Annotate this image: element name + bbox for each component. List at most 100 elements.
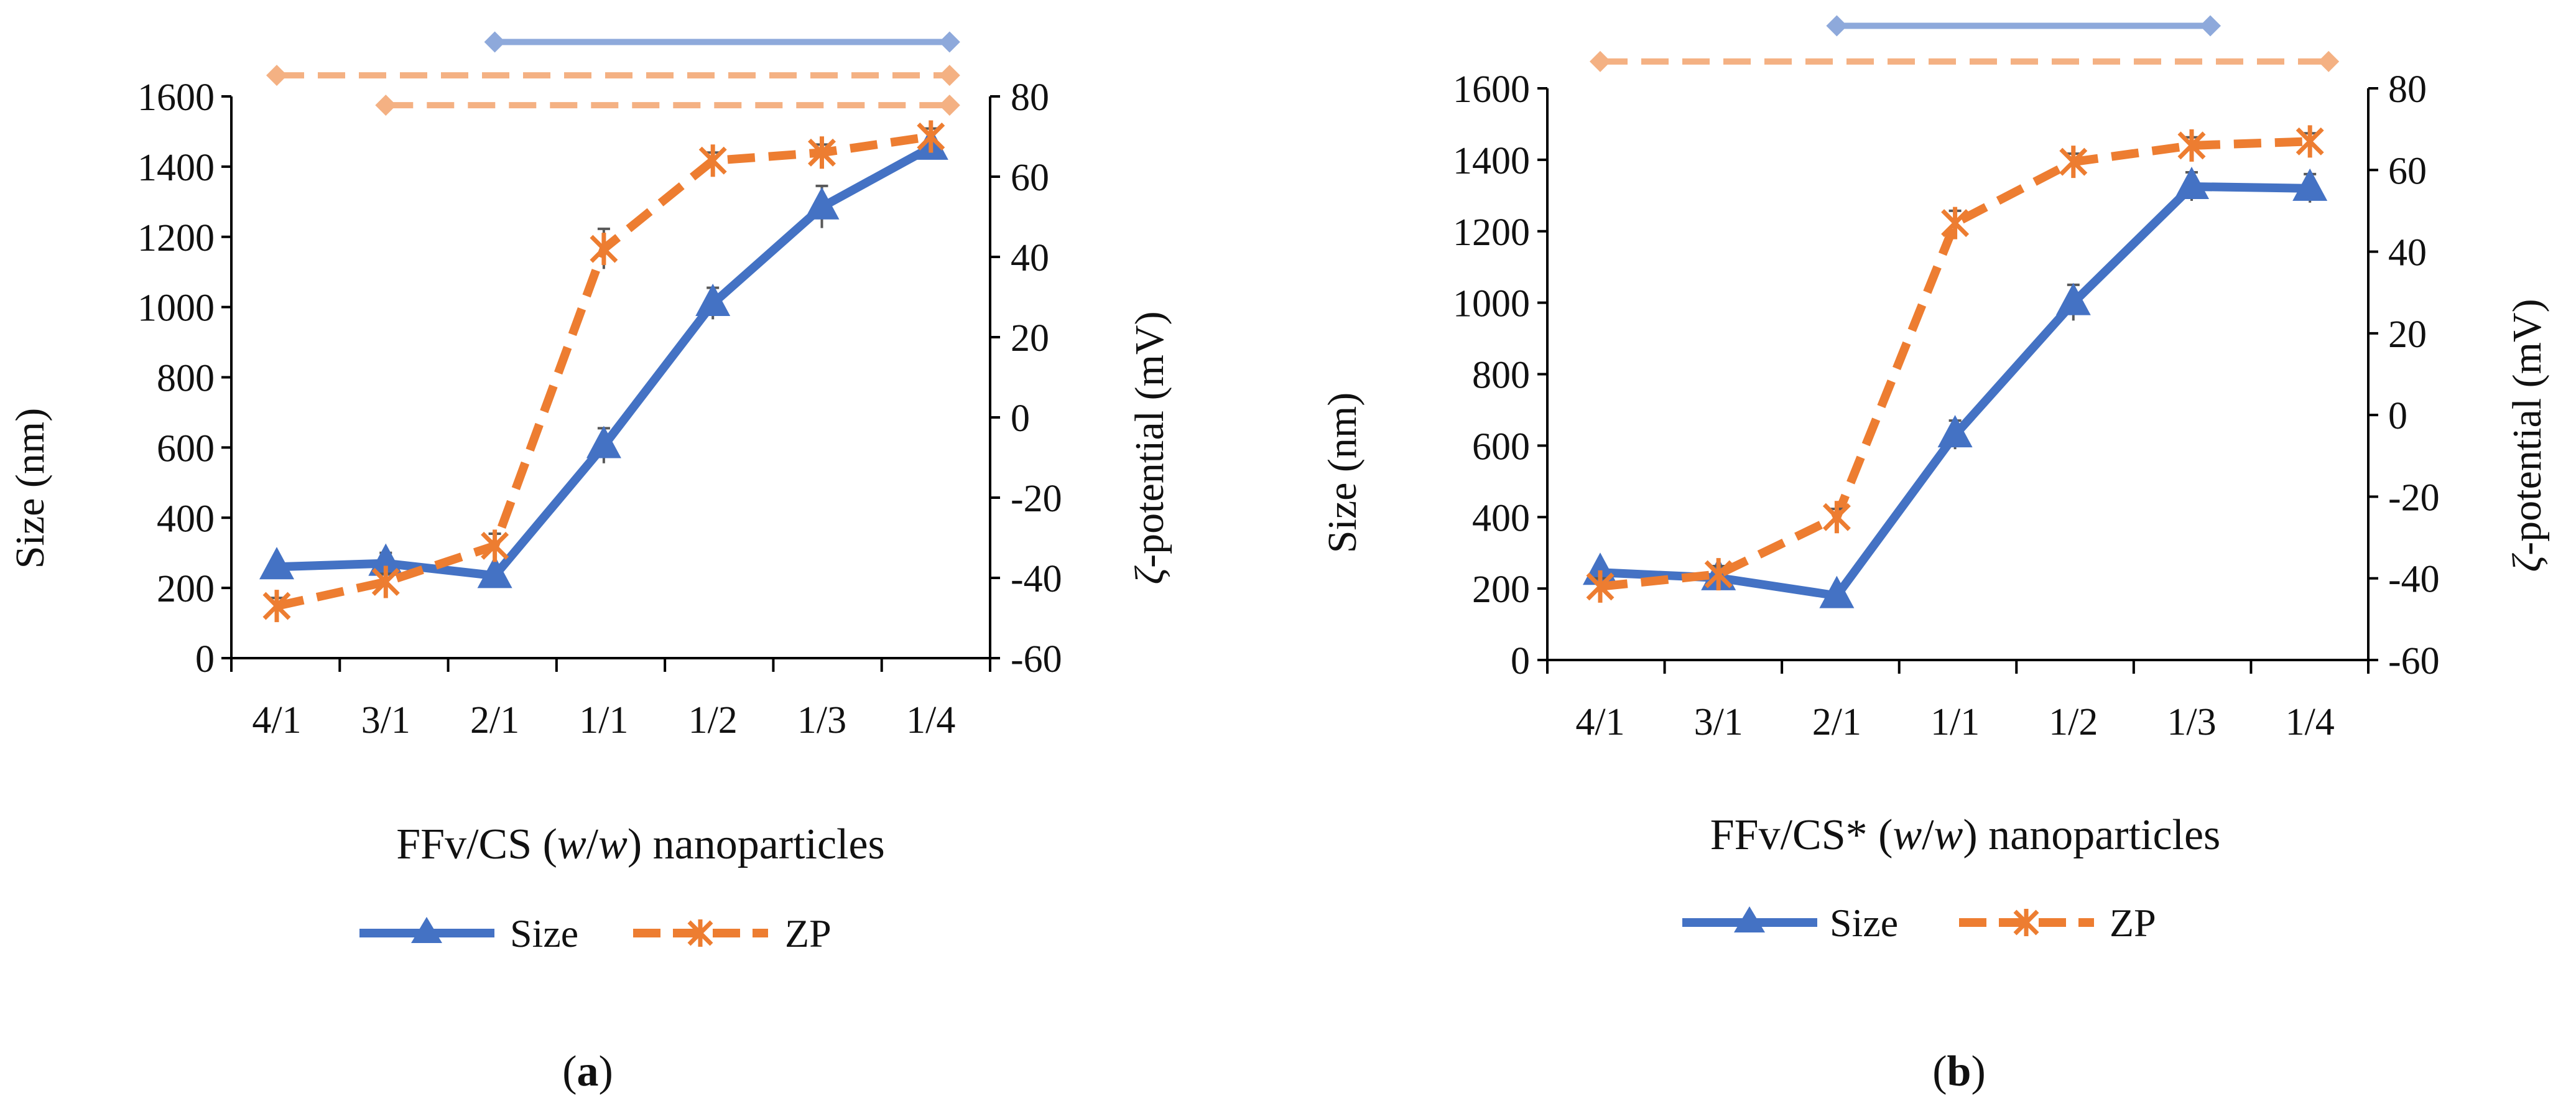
right-tick-label: -40	[2388, 559, 2440, 601]
left-tick-label: 200	[1472, 569, 1530, 611]
x-tick-label: 2/1	[1812, 701, 1861, 743]
zp-point	[1704, 558, 1733, 591]
x-tick-labels-b: 4/1 3/1 2/1 1/1 1/2 1/3 1/4	[1575, 701, 2334, 743]
size-point	[259, 547, 294, 580]
x-tick-label: 3/1	[1694, 701, 1743, 743]
zp-point	[1822, 501, 1851, 534]
zp-series-a	[262, 120, 945, 623]
right-tick-label: 40	[1011, 237, 1049, 279]
right-tick-labels-b: -60 -40 -20 0 20 40 60 80	[2388, 68, 2440, 682]
size-point	[2055, 282, 2091, 315]
x-tick-label: 4/1	[252, 699, 301, 741]
legend-zp-label-a: ZP	[785, 911, 832, 955]
x-axis-label-a: FFv/CS (w/w) nanoparticles	[396, 820, 885, 868]
left-tick-labels-a: 0 200 400 600 800 1000 1200 1400 1600	[137, 77, 215, 681]
bracket-end-marker	[375, 95, 397, 116]
x-tick-label: 1/4	[906, 699, 955, 741]
left-tick-labels-b: 0 200 400 600 800 1000 1200 1400 1600	[1453, 68, 1530, 682]
zp-point	[2059, 146, 2088, 179]
right-tick-label: -40	[1011, 558, 1062, 600]
size-line	[1600, 182, 2310, 600]
legend-zp-marker-b	[2013, 909, 2039, 936]
left-tick-label: 1400	[137, 147, 215, 189]
legend-zp-marker-a	[687, 919, 713, 947]
right-tick-label: -60	[2388, 640, 2440, 682]
x-tick-label: 1/2	[2049, 701, 2098, 743]
left-tick-label: 1600	[137, 77, 215, 119]
bracket-end-marker	[2318, 50, 2340, 72]
bracket-end-marker	[938, 31, 960, 53]
left-tick-label: 1000	[1453, 283, 1530, 325]
size-point	[2292, 168, 2328, 201]
right-tick-label: -60	[1011, 638, 1062, 681]
right-tick-label: -20	[1011, 478, 1062, 520]
right-tick-label: 0	[2388, 395, 2407, 437]
zp-point	[917, 120, 945, 153]
left-tick-label: 400	[1472, 497, 1530, 539]
significance-brackets-b	[1590, 15, 2340, 72]
x-tick-label: 1/3	[797, 699, 846, 741]
size-point	[1937, 415, 1973, 448]
bracket-end-marker	[2200, 15, 2221, 37]
x-axis-label-b: FFv/CS* (w/w) nanoparticles	[1710, 811, 2221, 859]
left-tick-label: 400	[157, 498, 215, 540]
bracket-end-marker	[938, 95, 960, 116]
left-tick-label: 1600	[1453, 68, 1530, 111]
size-point	[368, 543, 404, 576]
y-axis-label-left-a: Size (nm)	[7, 408, 53, 569]
y-axis-label-right-a: ζ-potential (mV)	[1127, 311, 1172, 584]
right-tick-label: 20	[2388, 314, 2427, 356]
legend-b: Size ZP	[1682, 901, 2156, 945]
zp-point	[2177, 129, 2206, 162]
zp-point	[808, 136, 836, 169]
legend-a: Size ZP	[359, 911, 832, 955]
panel-label-a: (a)	[562, 1048, 613, 1095]
right-tick-label: 20	[1011, 317, 1049, 360]
x-tick-label: 2/1	[470, 699, 519, 741]
legend-size-marker-a	[411, 917, 442, 943]
axes-b	[1537, 87, 2378, 674]
size-point	[804, 187, 840, 220]
left-tick-label: 600	[157, 427, 215, 470]
right-tick-label: 0	[1011, 397, 1030, 440]
y-axis-label-left-b: Size (nm)	[1320, 393, 1365, 553]
panel-label-b: (b)	[1932, 1048, 1986, 1095]
left-tick-label: 0	[1511, 640, 1530, 682]
size-point	[695, 283, 731, 316]
bracket-end-marker	[266, 65, 287, 86]
zp-point	[481, 529, 509, 562]
bracket-end-marker	[484, 31, 506, 53]
size-point	[586, 425, 621, 458]
left-tick-label: 800	[157, 358, 215, 400]
size-point	[2174, 166, 2209, 199]
zp-point	[262, 590, 291, 623]
x-tick-label: 1/1	[1930, 701, 1980, 743]
bracket-end-marker	[938, 65, 960, 86]
y-axis-label-right-b: ζ-potential (mV)	[2504, 299, 2550, 572]
x-tick-label: 1/3	[2167, 701, 2216, 743]
legend-zp-label-b: ZP	[2110, 901, 2156, 945]
bracket-end-marker	[1590, 50, 1611, 72]
x-tick-label: 1/2	[688, 699, 738, 741]
left-tick-label: 1200	[137, 217, 215, 259]
left-tick-label: 600	[1472, 425, 1530, 468]
right-tick-label: 60	[1011, 157, 1049, 199]
zp-point	[590, 233, 618, 266]
right-tick-labels-a: -60 -40 -20 0 20 40 60 80	[1011, 77, 1062, 681]
axes-a	[221, 95, 1000, 672]
zp-point	[371, 565, 400, 598]
right-tick-label: 80	[2388, 68, 2427, 111]
significance-brackets-a	[266, 31, 960, 116]
left-tick-label: 1000	[137, 287, 215, 330]
legend-size-label-a: Size	[510, 911, 578, 955]
left-tick-label: 200	[157, 568, 215, 610]
x-tick-label: 3/1	[361, 699, 410, 741]
zp-point	[1586, 570, 1615, 603]
size-series-a	[259, 127, 948, 588]
left-tick-label: 1200	[1453, 212, 1530, 254]
zp-point	[2296, 125, 2324, 158]
left-tick-label: 1400	[1453, 140, 1530, 182]
right-tick-label: 80	[1011, 77, 1049, 119]
